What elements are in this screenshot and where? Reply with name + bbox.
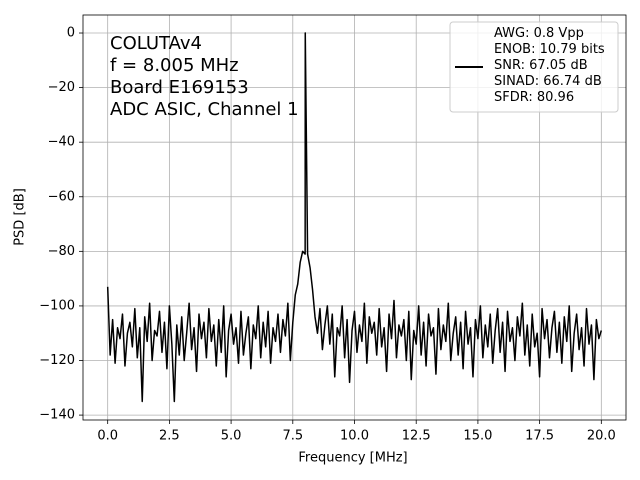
y-tick-label: −120 — [39, 353, 75, 368]
psd-line — [106, 32, 603, 403]
x-tick-label: 17.5 — [525, 429, 554, 444]
x-axis-label: Frequency [MHz] — [298, 451, 407, 466]
y-tick-label: −40 — [48, 135, 75, 150]
x-tick-label: 0.0 — [97, 429, 118, 444]
x-tick-label: 5.0 — [221, 429, 242, 444]
y-tick-label: −140 — [39, 408, 75, 423]
x-tick-label: 15.0 — [463, 429, 492, 444]
annotation-line: ADC ASIC, Channel 1 — [110, 99, 299, 120]
y-tick-label: 0 — [67, 26, 75, 41]
legend-box — [449, 21, 619, 113]
x-tick-label: 2.5 — [159, 429, 180, 444]
annotation-line: f = 8.005 MHz — [110, 55, 239, 76]
y-tick-label: −20 — [48, 80, 75, 95]
x-tick-label: 12.5 — [402, 429, 431, 444]
x-tick-label: 10.0 — [340, 429, 369, 444]
y-tick-label: −80 — [48, 244, 75, 259]
x-tick-label: 20.0 — [587, 429, 616, 444]
annotation-line: Board E169153 — [110, 77, 249, 98]
legend-label: AWG: 0.8 Vpp ENOB: 10.79 bits SNR: 67.05 d… — [494, 26, 605, 105]
annotation-line: COLUTAv4 — [110, 33, 202, 54]
y-tick-label: −60 — [48, 189, 75, 204]
y-tick-label: −100 — [39, 298, 75, 313]
y-axis-label: PSD [dB] — [13, 188, 28, 246]
x-tick-label: 7.5 — [282, 429, 303, 444]
plot-frame — [82, 14, 627, 421]
